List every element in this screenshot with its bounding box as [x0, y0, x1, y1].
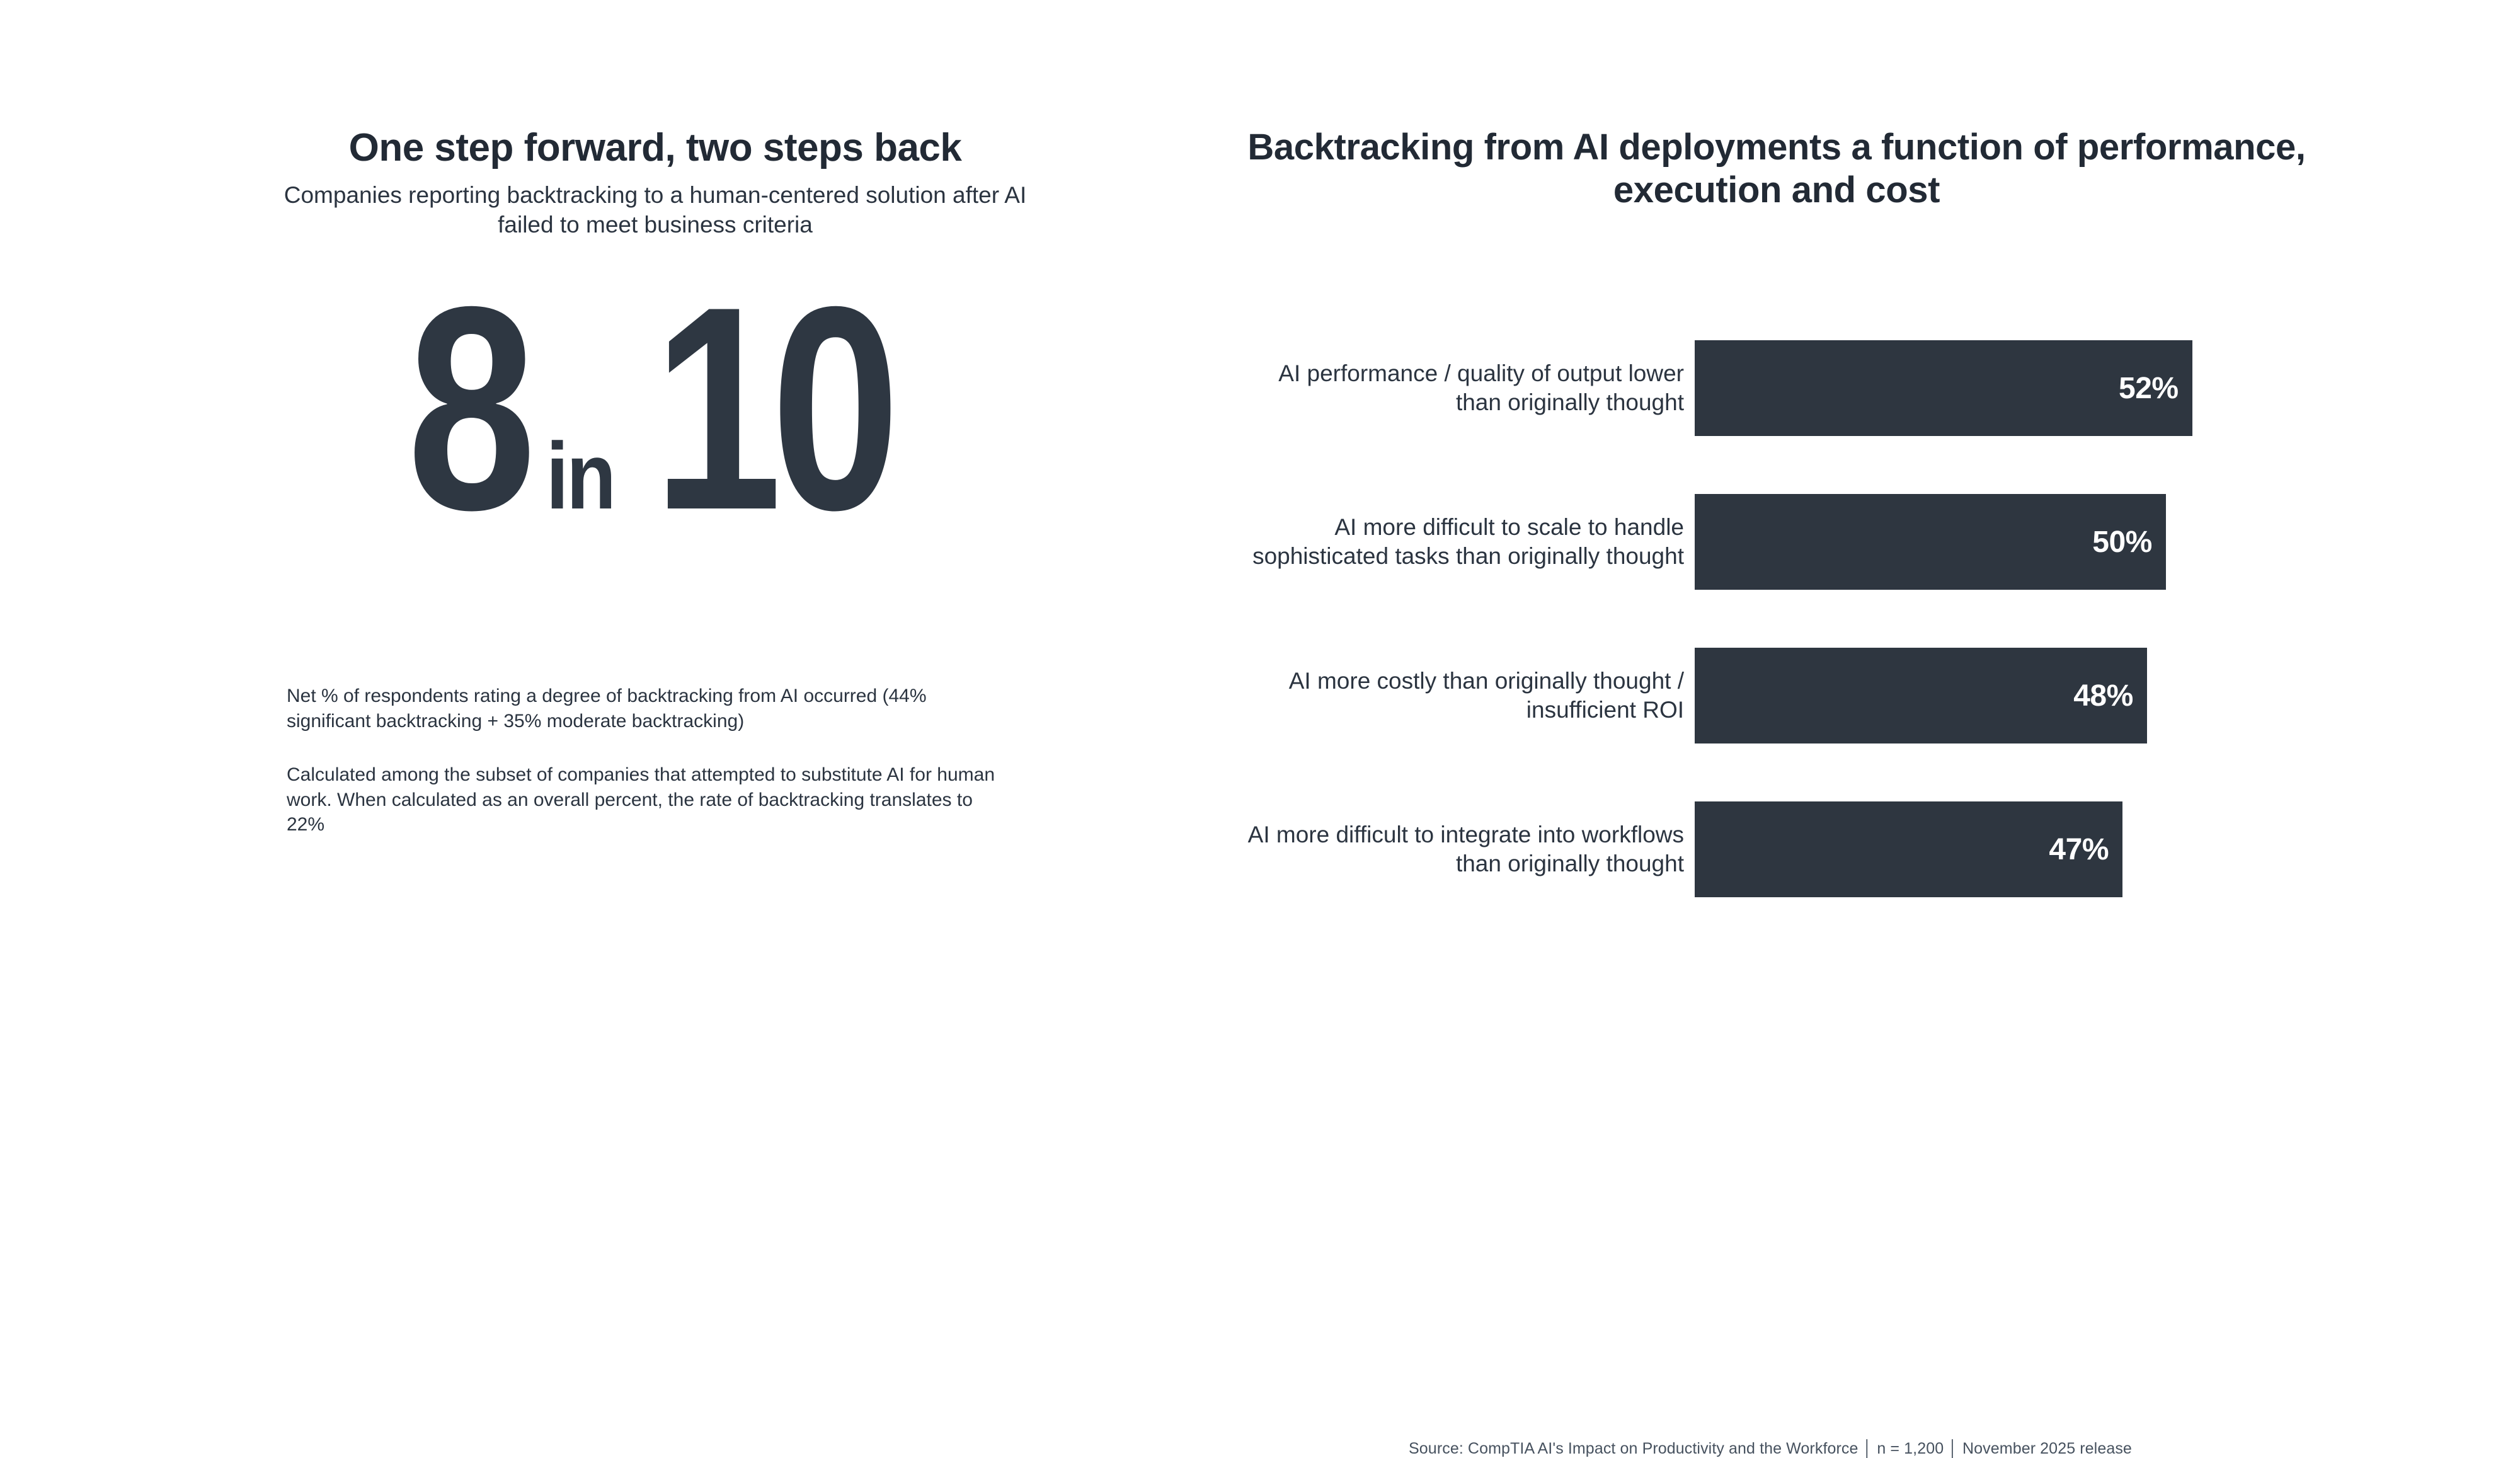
left-panel: One step forward, two steps back Compani…: [239, 126, 1071, 579]
bar-row: AI performance / quality of output lower…: [1235, 340, 2306, 436]
bar-track: 47%: [1695, 801, 2306, 897]
bar-row: AI more difficult to integrate into work…: [1235, 801, 2306, 897]
bar-value-label: 48%: [2073, 679, 2133, 713]
bar-label: AI more difficult to integrate into work…: [1247, 821, 1684, 876]
bar-row: AI more costly than originally thought /…: [1235, 648, 2306, 743]
infographic-canvas: One step forward, two steps back Compani…: [239, 126, 2325, 1457]
bar-label: AI more difficult to scale to handle sop…: [1252, 514, 1684, 569]
left-panel-notes: Net % of respondents rating a degree of …: [287, 684, 1011, 837]
bar-value-label: 52%: [2119, 371, 2179, 405]
bar-fill: 52%: [1695, 340, 2192, 436]
big-stat-line: 8 in 10: [239, 264, 1071, 554]
bar-value-label: 50%: [2092, 525, 2152, 559]
bar-track: 48%: [1695, 648, 2306, 743]
bar-label: AI more costly than originally thought /…: [1288, 667, 1684, 723]
chart-source-note: Source: CompTIA AI's Impact on Productiv…: [1409, 1440, 2132, 1457]
big-stat-numerator: 8: [406, 247, 536, 571]
bar-track: 52%: [1695, 340, 2306, 436]
big-stat-connector: in: [546, 423, 616, 529]
bar-chart: AI performance / quality of output lower…: [1235, 340, 2306, 1457]
bar-fill: 50%: [1695, 494, 2166, 590]
bar-fill: 47%: [1695, 801, 2122, 897]
bar-value-label: 47%: [2049, 832, 2109, 866]
chart-title: Backtracking from AI deployments a funct…: [1247, 127, 2306, 211]
left-note-methodology: Net % of respondents rating a degree of …: [287, 686, 927, 732]
bar-row: AI more difficult to scale to handle sop…: [1235, 494, 2306, 590]
big-stat-denominator: 10: [653, 247, 900, 571]
big-stat: 8 in 10: [239, 264, 1071, 579]
bar-track: 50%: [1695, 494, 2306, 590]
right-panel: Backtracking from AI deployments a funct…: [1228, 126, 2325, 212]
left-note-basis: Calculated among the subset of companies…: [287, 764, 995, 835]
left-panel-subtitle: Companies reporting backtracking to a hu…: [284, 182, 1027, 238]
left-panel-title: One step forward, two steps back: [348, 126, 962, 169]
bar-fill: 48%: [1695, 648, 2147, 743]
bar-label: AI performance / quality of output lower…: [1278, 360, 1684, 415]
